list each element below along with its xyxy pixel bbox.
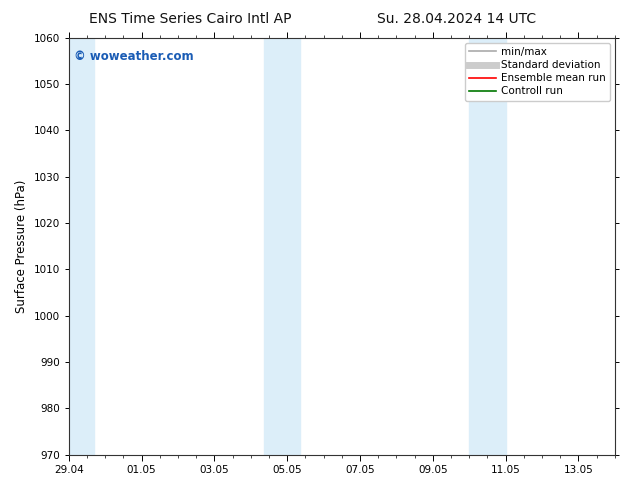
Bar — [69, 38, 94, 455]
Bar — [264, 38, 300, 455]
Text: © woweather.com: © woweather.com — [74, 50, 194, 63]
Y-axis label: Surface Pressure (hPa): Surface Pressure (hPa) — [15, 179, 28, 313]
Text: Su. 28.04.2024 14 UTC: Su. 28.04.2024 14 UTC — [377, 12, 536, 26]
Text: ENS Time Series Cairo Intl AP: ENS Time Series Cairo Intl AP — [89, 12, 292, 26]
Bar — [469, 38, 506, 455]
Legend: min/max, Standard deviation, Ensemble mean run, Controll run: min/max, Standard deviation, Ensemble me… — [465, 43, 610, 100]
